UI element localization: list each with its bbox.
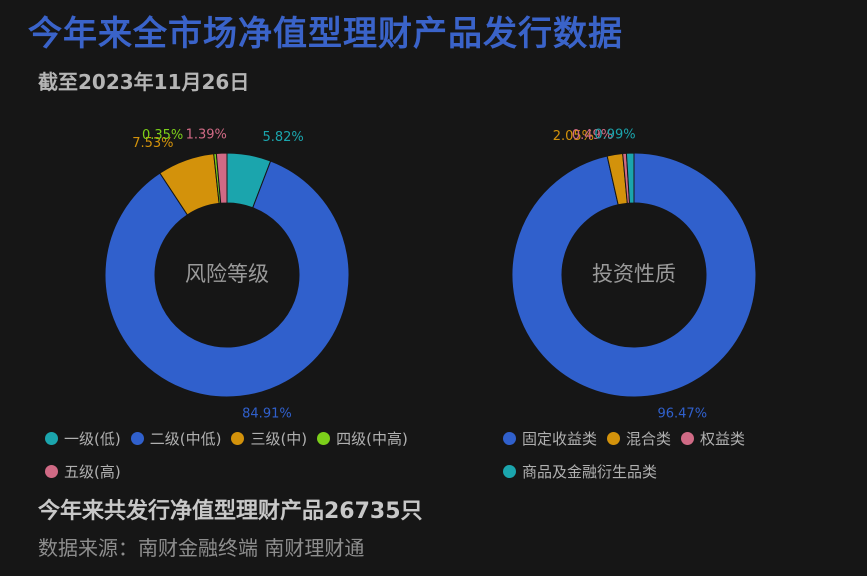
- slice-label: 2.05%: [553, 129, 594, 144]
- legend-dot-icon: [45, 432, 58, 445]
- legend-item: 四级(中高): [317, 428, 408, 449]
- legend-label: 固定收益类: [522, 430, 598, 448]
- legend-dot-icon: [503, 465, 516, 478]
- donut-slice: [215, 152, 228, 204]
- legend-label: 商品及金融衍生品类: [522, 463, 658, 481]
- legend-dot-icon: [130, 432, 144, 445]
- legend-item: 商品及金融衍生品类: [503, 461, 657, 482]
- legend-dot-icon: [317, 432, 331, 445]
- legend-item: 混合类: [607, 428, 671, 449]
- slice-label: 96.47%: [657, 407, 707, 422]
- legend-label: 五级(高): [64, 463, 121, 481]
- slice-label: 1.39%: [186, 128, 227, 143]
- legend-dot-icon: [503, 432, 516, 445]
- legend-dot-icon: [231, 432, 245, 445]
- legend-label: 混合类: [626, 430, 672, 448]
- page-subtitle: 截至2023年11月26日: [38, 70, 250, 94]
- legend-label: 一级(低): [64, 430, 121, 448]
- legend-item: 三级(中): [231, 428, 307, 449]
- slice-label: 0.35%: [142, 128, 183, 143]
- slice-label: 84.91%: [242, 407, 292, 422]
- legend-item: 二级(中低): [130, 428, 222, 449]
- legend-label: 四级(中高): [336, 430, 408, 448]
- slice-label: 0.49%: [572, 128, 613, 143]
- legend-item: 权益类: [681, 428, 745, 449]
- center-label: 投资性质: [592, 262, 676, 286]
- donut-slice: [511, 152, 757, 398]
- center-label: 风险等级: [185, 262, 269, 286]
- risk-level-donut: 5.82% 84.91% 7.53%0.35% 1.39% 风险等级: [104, 128, 350, 422]
- investment-nature-donut: 96.47% 2.05%0.49%0.99% 投资性质: [511, 128, 757, 422]
- summary-text: 今年来共发行净值型理财产品26735只: [38, 499, 423, 524]
- legend-label: 二级(中低): [149, 430, 222, 448]
- legend-item: 一级(低): [45, 428, 121, 449]
- legend-label: 三级(中): [250, 430, 308, 448]
- legend-dot-icon: [607, 432, 621, 445]
- legend-dot-icon: [681, 432, 695, 445]
- legend-label: 权益类: [700, 430, 746, 448]
- investment-nature-legend: 固定收益类 混合类 权益类商品及金融衍生品类: [503, 428, 803, 482]
- donut-slice: [625, 152, 635, 204]
- slice-label: 7.53%: [132, 136, 173, 151]
- donut-slice: [104, 160, 350, 398]
- legend-dot-icon: [45, 465, 58, 478]
- slice-label: 5.82%: [262, 130, 303, 145]
- source-text: 数据来源：南财金融终端 南财理财通: [38, 536, 365, 560]
- legend-item: 固定收益类: [503, 428, 597, 449]
- risk-level-legend: 一级(低) 二级(中低) 三级(中) 四级(中高) 五级(高): [45, 428, 435, 482]
- page-title: 今年来全市场净值型理财产品发行数据: [28, 14, 623, 54]
- legend-item: 五级(高): [45, 461, 121, 482]
- slice-label: 0.99%: [594, 128, 635, 143]
